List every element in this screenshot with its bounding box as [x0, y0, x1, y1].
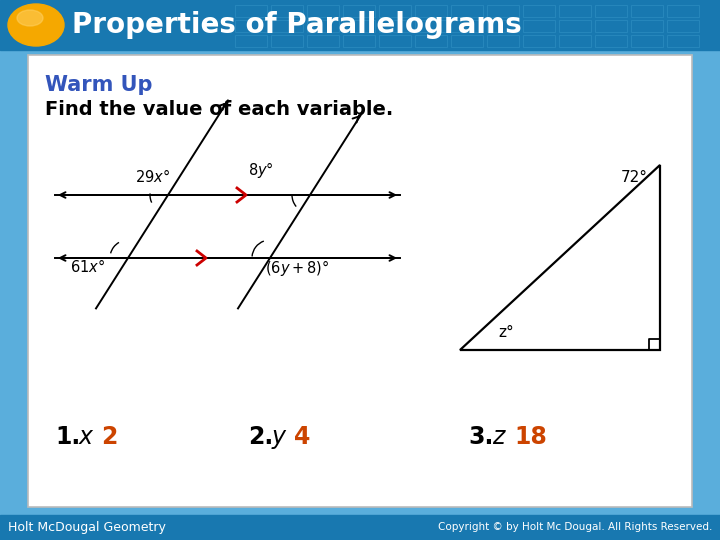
Text: $29x°$: $29x°$ [135, 168, 170, 185]
Text: $61x°$: $61x°$ [70, 258, 105, 275]
Bar [28, 55, 692, 507]
Text: Warm Up: Warm Up [45, 75, 153, 95]
Bar [451, 35, 483, 47]
Bar [415, 20, 447, 32]
Text: Holt McDougal Geometry: Holt McDougal Geometry [8, 521, 166, 534]
Bar [487, 5, 519, 17]
Text: $(6y+8)°$: $(6y+8)°$ [265, 258, 330, 278]
Bar [595, 5, 627, 17]
Bar [415, 5, 447, 17]
Bar [451, 5, 483, 17]
Bar [307, 35, 339, 47]
Bar [235, 5, 267, 17]
Bar [667, 35, 699, 47]
Bar [523, 5, 555, 17]
Ellipse shape [8, 4, 64, 46]
Bar [379, 5, 411, 17]
Bar [307, 20, 339, 32]
Bar [271, 5, 303, 17]
Bar [559, 5, 591, 17]
Bar [235, 20, 267, 32]
Bar [487, 35, 519, 47]
Bar [0, 0, 720, 50]
Bar [451, 20, 483, 32]
Bar [343, 20, 375, 32]
Bar [0, 515, 720, 540]
Text: 18: 18 [514, 425, 547, 449]
Bar [631, 20, 663, 32]
Bar [595, 20, 627, 32]
Bar [379, 20, 411, 32]
Ellipse shape [17, 10, 43, 26]
Text: 3.: 3. [468, 425, 493, 449]
Bar [667, 5, 699, 17]
Bar [667, 20, 699, 32]
Text: 2: 2 [101, 425, 117, 449]
Text: 1.: 1. [55, 425, 80, 449]
Bar [523, 35, 555, 47]
Text: 72°: 72° [621, 170, 648, 185]
Bar [487, 20, 519, 32]
Text: Copyright © by Holt Mc Dougal. All Rights Reserved.: Copyright © by Holt Mc Dougal. All Right… [438, 522, 712, 532]
Text: y: y [272, 425, 286, 449]
Bar [415, 35, 447, 47]
Bar [523, 20, 555, 32]
Bar [343, 5, 375, 17]
Bar [379, 35, 411, 47]
Text: x: x [79, 425, 93, 449]
Bar [271, 35, 303, 47]
Text: z: z [492, 425, 505, 449]
Text: $8y°$: $8y°$ [248, 160, 274, 180]
Bar [559, 35, 591, 47]
Text: 2.: 2. [248, 425, 274, 449]
Bar [631, 35, 663, 47]
Text: Properties of Parallelograms: Properties of Parallelograms [72, 11, 522, 39]
Bar [235, 35, 267, 47]
Bar [595, 35, 627, 47]
Bar [559, 20, 591, 32]
Bar [307, 5, 339, 17]
Text: z°: z° [498, 325, 514, 340]
Text: 4: 4 [294, 425, 310, 449]
Bar [343, 35, 375, 47]
Bar [271, 20, 303, 32]
Text: Find the value of each variable.: Find the value of each variable. [45, 100, 393, 119]
Bar [631, 5, 663, 17]
